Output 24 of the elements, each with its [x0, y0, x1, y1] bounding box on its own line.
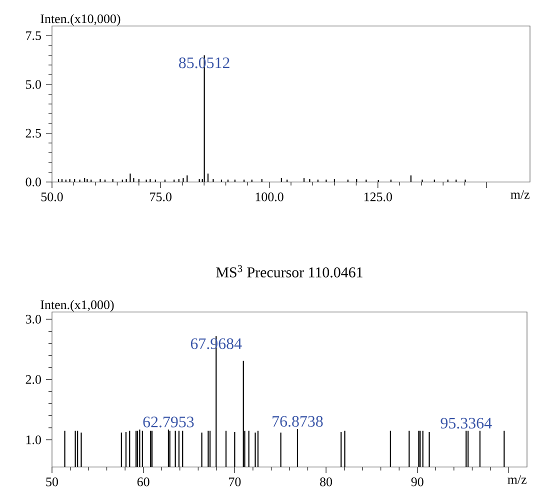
x-tick-label: 75.0: [150, 192, 172, 202]
chart-title: MS$^{3}$ Precursor 110.0461: [216, 265, 362, 278]
y-axis-title: Inten.(x10,000): [40, 14, 120, 26]
x-axis-title: m/z: [510, 190, 530, 199]
y-tick-label: 5.0: [26, 80, 41, 89]
x-tick-label: 90: [411, 478, 424, 486]
y-tick-label: 7.5: [26, 31, 41, 40]
y-tick-label: 3.0: [26, 314, 41, 324]
y-tick-label: 2.0: [26, 375, 41, 384]
x-tick-label: 70: [229, 478, 241, 486]
x-tick-label: 60: [137, 478, 150, 486]
y-axis-title: Inten.(x1,000): [40, 300, 114, 312]
annotation: 62.7953: [143, 416, 194, 428]
y-tick-label: 2.5: [26, 128, 41, 138]
x-tick-label: 125.0: [364, 192, 392, 202]
y-tick-label: 0.0: [26, 178, 41, 186]
x-tick-label: 100.0: [256, 192, 284, 202]
x-tick-label: 80: [320, 478, 332, 486]
x-tick-label: 50: [46, 478, 58, 486]
x-axis-title: m/z: [508, 475, 526, 484]
x-tick-label: 50.0: [41, 192, 63, 202]
annotation: 95.3364: [440, 418, 492, 429]
annotation: 76.8738: [272, 416, 323, 427]
y-tick-label: 1.0: [26, 435, 41, 444]
